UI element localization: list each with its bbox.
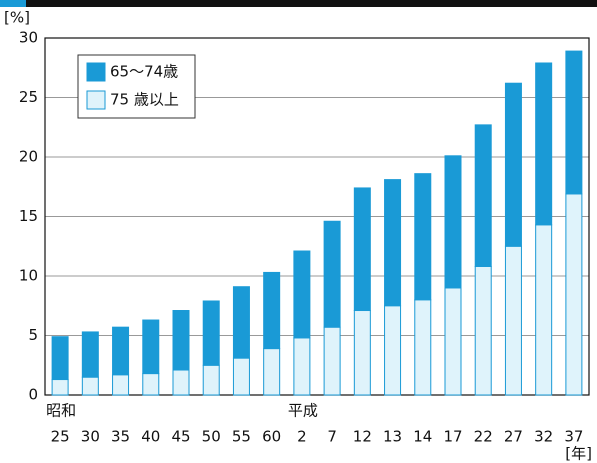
y-tick-label: 15 (19, 207, 38, 225)
x-tick-label: 40 (141, 428, 160, 446)
legend-label: 65～74歳 (110, 63, 178, 81)
x-tick-label: 22 (474, 428, 493, 446)
y-tick-label: 0 (28, 386, 38, 404)
bar-segment (353, 310, 371, 396)
bar-segment (444, 155, 462, 289)
y-tick-label: 20 (19, 148, 38, 166)
x-tick-label: 35 (111, 428, 130, 446)
legend-swatch (86, 62, 106, 82)
bar-segment (504, 82, 522, 247)
x-unit: [年] (565, 445, 592, 463)
bar-segment (81, 376, 99, 396)
header-bar (0, 0, 597, 7)
bar-segment (263, 348, 281, 396)
bar-segment (353, 187, 371, 312)
x-tick-label: 60 (262, 428, 281, 446)
era-label: 昭和 (46, 402, 76, 420)
x-tick-label: 25 (51, 428, 70, 446)
bar-segment (202, 300, 220, 366)
bar-segment (293, 337, 311, 396)
bar-segment (474, 265, 492, 396)
bar-segment (142, 319, 160, 375)
bar-segment (414, 299, 432, 396)
bar-segment (444, 287, 462, 396)
bar-segment (323, 220, 341, 328)
y-tick-label: 25 (19, 88, 38, 106)
legend-swatch (86, 90, 106, 110)
x-tick-label: 7 (327, 428, 337, 446)
x-tick-label: 27 (504, 428, 523, 446)
x-tick-label: 12 (353, 428, 372, 446)
bar-segment (565, 193, 583, 396)
x-tick-label: 32 (534, 428, 553, 446)
bar-segment (414, 173, 432, 301)
bar-segment (51, 336, 69, 381)
bar-segment (384, 179, 402, 307)
x-tick-label: 2 (297, 428, 307, 446)
x-tick-label: 37 (564, 428, 583, 446)
bar-segment (323, 326, 341, 396)
bar-segment (112, 326, 130, 376)
x-tick-label: 45 (171, 428, 190, 446)
bar-segment (232, 286, 250, 359)
bar-segment (535, 62, 553, 226)
plot-frame (44, 37, 590, 396)
bar-segment (535, 224, 553, 396)
y-unit: [%] (4, 9, 30, 27)
bar-segment (263, 271, 281, 350)
x-tick-label: 17 (443, 428, 462, 446)
y-tick-label: 10 (19, 267, 38, 285)
bar-segment (293, 250, 311, 339)
bar-segment (172, 369, 190, 396)
bar-segment (504, 245, 522, 396)
bar-segment (51, 379, 69, 396)
x-tick-label: 13 (383, 428, 402, 446)
x-tick-label: 14 (413, 428, 432, 446)
x-tick-label: 30 (81, 428, 100, 446)
bar-segment (172, 310, 190, 371)
era-label: 平成 (288, 402, 318, 420)
bar-segment (81, 331, 99, 378)
bar-segment (202, 364, 220, 396)
x-tick-label: 50 (202, 428, 221, 446)
bar-segment (384, 305, 402, 396)
legend-label: 75 歳以上 (110, 91, 179, 109)
bar-segment (565, 50, 583, 195)
bar-segment (232, 357, 250, 396)
y-tick-label: 30 (19, 29, 38, 47)
bar-segment (474, 124, 492, 267)
bar-segment (142, 373, 160, 396)
x-tick-label: 55 (232, 428, 251, 446)
y-tick-label: 5 (28, 326, 38, 344)
bar-segment (112, 374, 130, 396)
header-accent (0, 0, 26, 7)
